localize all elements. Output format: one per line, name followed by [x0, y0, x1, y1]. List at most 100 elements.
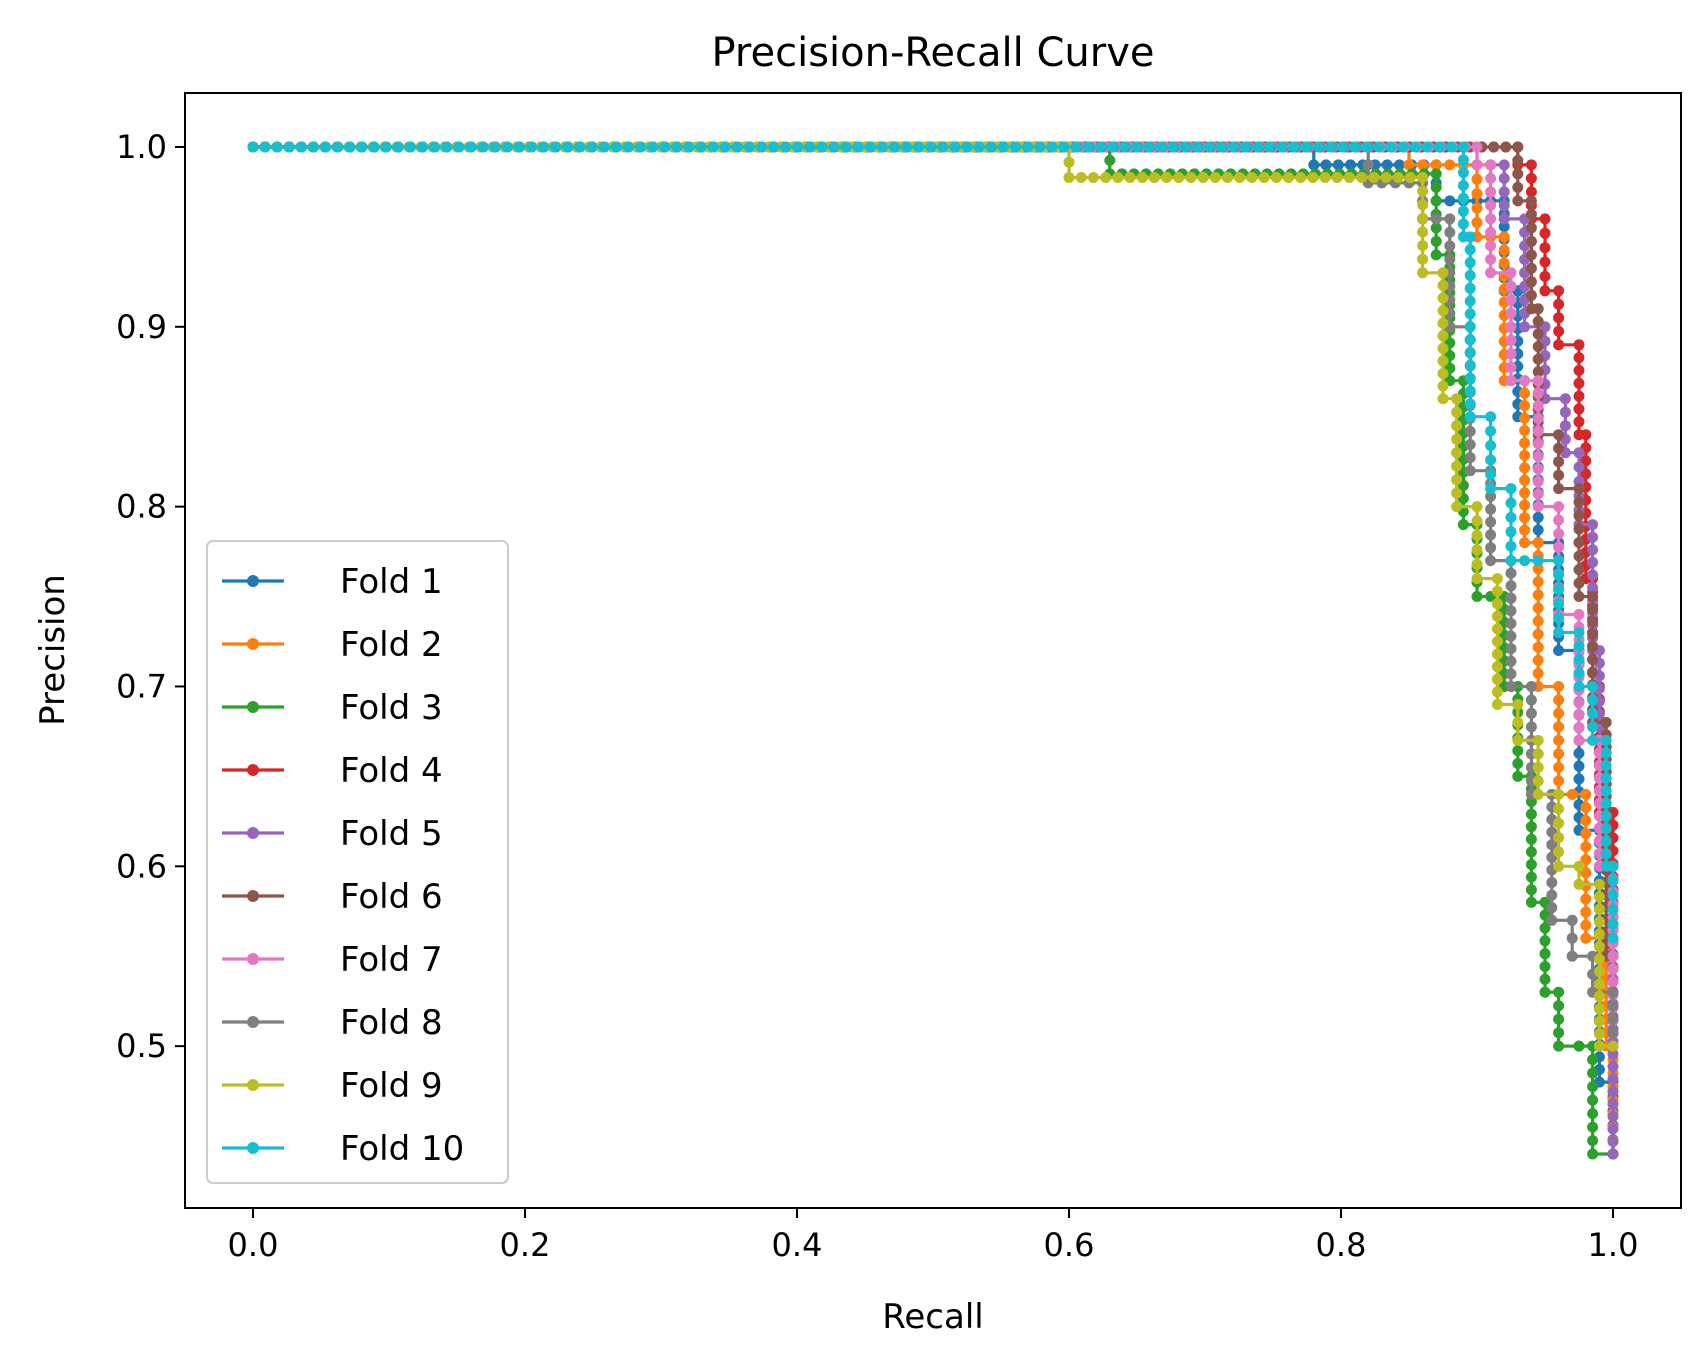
data-point [1607, 1123, 1619, 1135]
data-point [1512, 168, 1524, 180]
data-point [1587, 556, 1599, 568]
data-point [1498, 231, 1510, 243]
data-point [1485, 503, 1497, 515]
data-point [1512, 716, 1524, 728]
data-point [1312, 141, 1324, 153]
data-point [1512, 745, 1524, 757]
data-point [1600, 810, 1612, 822]
data-point [1087, 172, 1099, 183]
data-point [1553, 541, 1565, 553]
data-point [1464, 465, 1476, 477]
data-point [1587, 734, 1599, 746]
data-point [1485, 267, 1497, 279]
data-point [1587, 1148, 1599, 1160]
data-point [1553, 721, 1565, 733]
data-point [1519, 555, 1531, 567]
data-point [792, 141, 804, 153]
data-point [1573, 773, 1585, 785]
data-point [562, 141, 574, 153]
data-point [1457, 205, 1469, 217]
data-point [1553, 748, 1565, 760]
data-point [1573, 339, 1585, 351]
data-point [1046, 141, 1058, 153]
data-point [1075, 172, 1087, 183]
data-point [525, 141, 537, 153]
data-point [1573, 609, 1585, 620]
data-point [1525, 884, 1537, 896]
data-point [1587, 1121, 1599, 1133]
data-point [1600, 772, 1612, 784]
data-point [1573, 591, 1585, 602]
legend: Fold 1 Fold 2 Fold 3 Fold 4 Fold 5 Fold 6 Fold… [206, 540, 509, 1184]
data-point [1485, 529, 1497, 541]
data-point [1539, 935, 1551, 947]
data-point [1444, 159, 1456, 171]
data-point [840, 141, 852, 153]
data-point [380, 141, 392, 153]
data-point [1532, 353, 1544, 365]
series-fold-10 [247, 141, 1619, 944]
data-point [1573, 1040, 1585, 1052]
data-point [1512, 770, 1524, 782]
data-point [356, 141, 368, 153]
data-point [1451, 406, 1463, 418]
data-point [1573, 667, 1585, 679]
data-point [1485, 240, 1497, 252]
data-point [1525, 821, 1537, 833]
data-point [1607, 1086, 1619, 1097]
data-point [1464, 425, 1476, 437]
data-point [1485, 468, 1497, 480]
data-point [1566, 788, 1578, 800]
data-point [1553, 298, 1565, 310]
data-point [1587, 591, 1599, 602]
data-point [1471, 217, 1483, 228]
data-point [1505, 307, 1517, 319]
data-point [1485, 172, 1497, 184]
data-point [1491, 573, 1503, 585]
data-point [1491, 686, 1503, 698]
data-point [1525, 159, 1537, 171]
data-point [1525, 721, 1537, 733]
data-point [586, 141, 598, 153]
data-point [1491, 636, 1503, 647]
data-point [1131, 141, 1143, 153]
data-point [1283, 172, 1294, 183]
data-point [1404, 172, 1416, 183]
data-point [1573, 403, 1585, 415]
data-point [659, 141, 670, 153]
data-point [1553, 612, 1565, 624]
data-point [1532, 576, 1544, 588]
data-point [1409, 141, 1421, 153]
data-point [1417, 185, 1429, 197]
data-point [1553, 860, 1565, 872]
data-point [1532, 366, 1544, 378]
data-point [1417, 172, 1429, 183]
data-point [1587, 1108, 1599, 1120]
data-point [1444, 226, 1456, 238]
data-point [1519, 412, 1531, 424]
data-point [1532, 734, 1544, 746]
data-point [1525, 249, 1537, 261]
data-point [1491, 673, 1503, 685]
data-point [1505, 618, 1517, 629]
data-point [1532, 788, 1544, 800]
data-point [332, 141, 344, 153]
data-point [1573, 447, 1585, 459]
data-point [1464, 411, 1476, 423]
data-point [1600, 848, 1612, 860]
legend-item: Fold 4 [222, 751, 443, 791]
data-point [1491, 598, 1503, 610]
legend-marker [247, 1016, 259, 1028]
data-point [1464, 282, 1476, 294]
data-point [1349, 141, 1360, 153]
data-point [1525, 846, 1537, 858]
data-point [1600, 835, 1612, 847]
data-point [1505, 668, 1517, 680]
series-group [247, 141, 1619, 1160]
data-point [1485, 425, 1497, 437]
data-point [1505, 497, 1517, 509]
legend-item: Fold 8 [222, 1003, 443, 1043]
data-point [1559, 420, 1571, 432]
data-point [1343, 172, 1355, 183]
data-point [1112, 172, 1124, 183]
